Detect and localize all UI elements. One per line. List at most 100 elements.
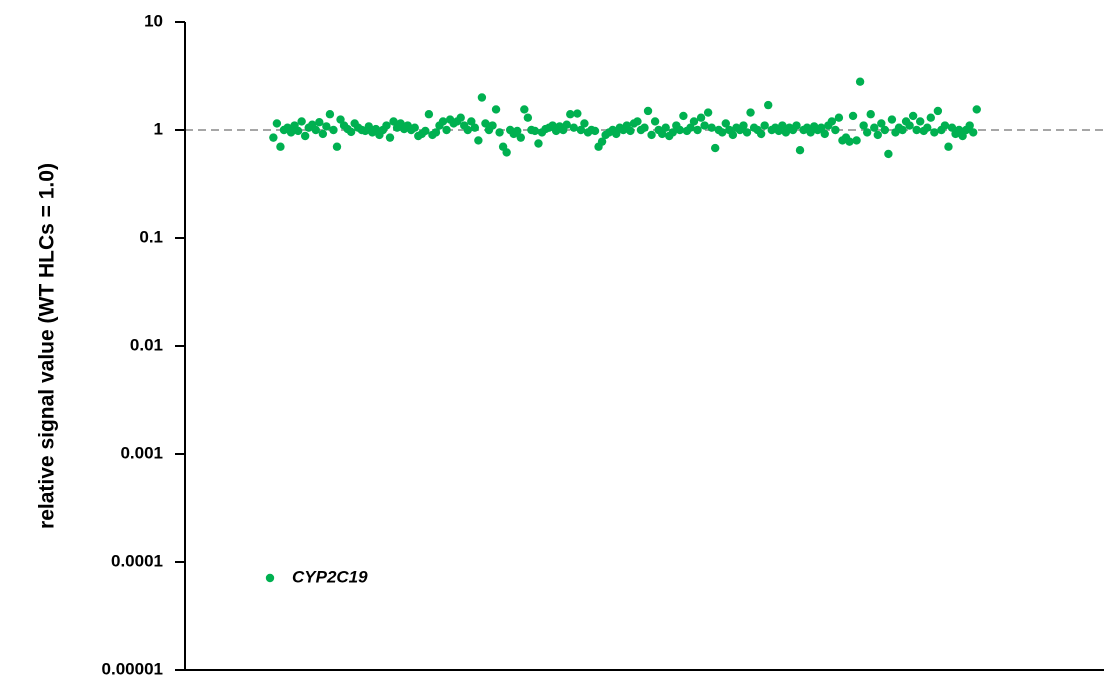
data-point [718,128,727,137]
data-point [293,126,303,136]
data-point [739,121,748,130]
data-point [820,129,829,139]
data-point [523,113,533,122]
data-point [728,130,738,140]
data-point [689,117,699,126]
y-tick-label: 0.001 [120,443,163,462]
data-point [756,129,766,139]
y-tick-label: 0.1 [139,227,163,246]
data-point [315,118,324,127]
data-point [332,142,342,151]
data-point [300,131,310,141]
data-point [855,77,865,86]
data-point [269,133,278,142]
data-point [760,121,769,130]
data-point [438,117,448,126]
data-point [817,123,826,132]
data-point [870,123,879,132]
data-point [675,125,685,135]
data-point [880,125,890,135]
data-point [700,121,709,130]
data-point [286,128,296,137]
data-point [382,121,391,130]
data-point [668,128,677,137]
data-point [848,111,858,121]
data-point [573,109,582,118]
data-point [866,110,875,119]
data-point [944,142,953,151]
data-point [576,125,586,135]
data-point [647,130,656,140]
data-point [862,128,872,137]
data-point [467,117,476,126]
data-point [887,115,897,124]
data-point [566,110,575,119]
data-point [325,110,335,119]
data-point [831,125,840,135]
data-point [513,126,522,136]
data-point [456,113,465,122]
data-point [590,126,600,136]
data-point [431,128,441,137]
data-point [580,119,589,128]
y-tick-label: 0.01 [130,335,163,354]
data-point [276,142,285,151]
data-point [852,136,861,145]
data-point [859,121,868,130]
data-point [650,117,660,126]
data-point [969,128,978,137]
data-point [410,123,419,132]
data-point [923,123,932,132]
data-point [926,113,936,122]
data-point [640,123,649,132]
data-point [795,146,805,155]
data-point [562,120,571,129]
data-point [940,121,950,130]
data-point [463,125,472,135]
data-point [329,125,338,135]
data-point [297,117,306,126]
data-point [742,128,752,137]
data-point [703,108,713,117]
data-point [696,113,706,122]
data-point [947,123,957,132]
data-point [481,119,490,128]
data-point [884,149,893,159]
data-point [311,125,320,135]
y-tick-label: 10 [144,11,163,30]
data-point [442,125,451,135]
data-point [516,133,525,142]
data-point [930,128,939,137]
data-point [764,100,773,110]
data-point [495,128,504,137]
data-point [474,136,483,145]
data-point [346,127,356,137]
data-point [633,117,642,126]
data-point [389,117,398,126]
y-tick-label: 0.0001 [111,551,163,570]
data-point [534,139,543,148]
data-point [597,137,607,146]
data-point [421,126,430,136]
data-point [318,129,328,139]
data-point [272,119,282,128]
data-point [778,121,787,130]
data-point [322,122,331,131]
data-point [470,123,480,132]
legend-marker [265,573,275,583]
data-point [693,125,702,135]
data-point [912,125,921,135]
data-point [626,126,635,136]
data-point [898,125,907,135]
data-point [972,105,981,114]
data-point [916,117,925,126]
data-point [488,121,497,130]
y-tick-label: 1 [154,119,163,138]
data-point [679,111,688,121]
data-point [873,130,882,140]
data-point [569,123,579,132]
data-point [612,129,621,139]
data-point [477,93,487,102]
data-point [686,123,695,132]
